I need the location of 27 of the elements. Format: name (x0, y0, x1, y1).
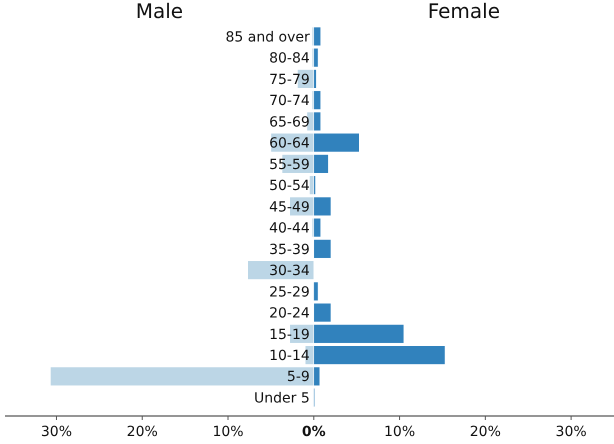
y-tick-label: 20-24 (269, 306, 310, 322)
y-tick-label: 70-74 (269, 93, 310, 110)
text: Female (428, 0, 500, 23)
x-tick-label: 10% (212, 424, 244, 440)
y-tick-label: 40-44 (269, 220, 310, 237)
y-tick-label: 45-49 (269, 199, 310, 216)
y-tick-label: 15-19 (269, 326, 310, 343)
x-tick-label: 30% (556, 424, 587, 440)
y-tick-label: 55-59 (269, 156, 310, 173)
x-tick-label: 10% (384, 424, 416, 440)
x-tick-label: 20% (126, 424, 158, 440)
x-tick-label: 0% (302, 424, 326, 440)
y-tick-label: 50-54 (269, 178, 310, 194)
text: Male (136, 0, 184, 23)
y-tick-label: 60-64 (269, 136, 310, 152)
y-tick-label: 65-69 (269, 114, 310, 130)
y-tick-label: 75-79 (269, 72, 310, 88)
y-tick-label: 35-39 (269, 242, 310, 258)
y-tick-label: 80-84 (269, 50, 310, 67)
y-tick-label: 5-9 (286, 369, 310, 386)
x-tick-label: 30% (40, 424, 72, 440)
y-tick-label: Under 5 (254, 390, 310, 406)
y-tick-label: 25-29 (269, 284, 310, 300)
y-tick-label: 30-34 (269, 263, 310, 280)
y-tick-label: 10-14 (269, 348, 310, 364)
y-tick-label: 85 and over (226, 29, 310, 46)
x-tick-label: 20% (470, 424, 501, 440)
